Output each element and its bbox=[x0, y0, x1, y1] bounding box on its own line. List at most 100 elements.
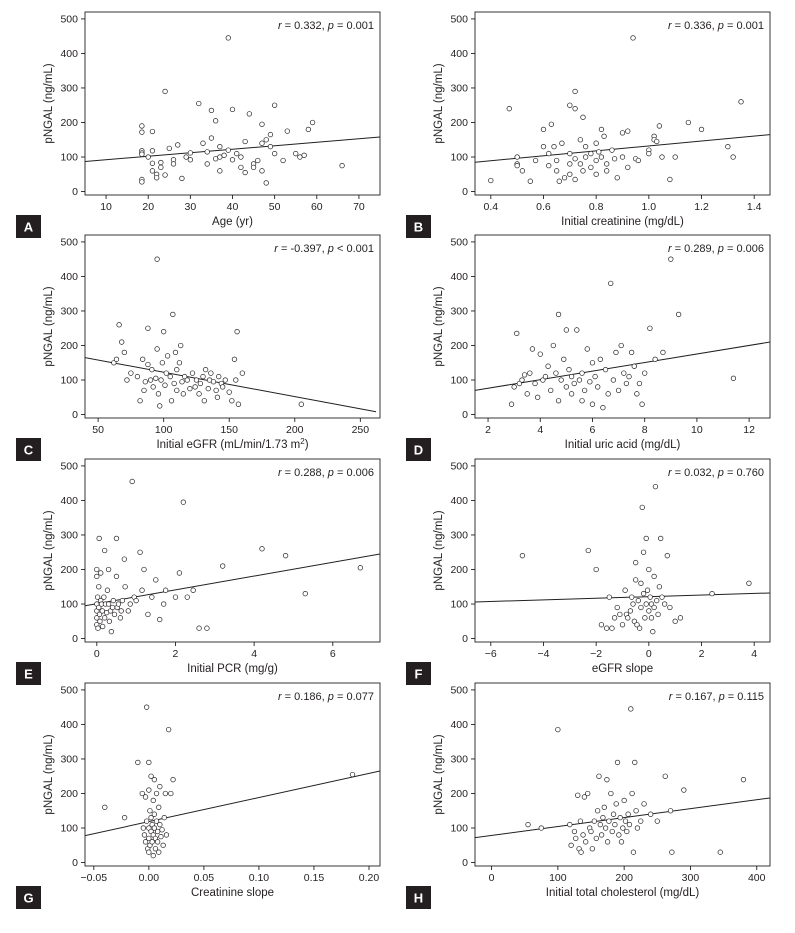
data-point-g-40 bbox=[159, 827, 165, 833]
data-point-d-34 bbox=[587, 379, 593, 385]
data-point-e-24 bbox=[105, 601, 112, 607]
data-point-g-35 bbox=[156, 804, 162, 810]
data-point-f-18 bbox=[633, 577, 639, 583]
data-point-d-51 bbox=[628, 349, 635, 356]
data-point-d-58 bbox=[652, 356, 658, 362]
stats-annotation-a: r = 0.332, p = 0.001 bbox=[278, 20, 374, 32]
data-point-d-2 bbox=[514, 330, 520, 337]
data-point-d-16 bbox=[550, 342, 556, 349]
panel-label-d: D bbox=[414, 443, 423, 458]
data-point-e-1 bbox=[94, 573, 100, 580]
plot-frame-e bbox=[84, 458, 381, 643]
x-tick-label-f-0: −6 bbox=[485, 648, 497, 660]
data-point-f-30 bbox=[643, 601, 649, 607]
data-point-b-44 bbox=[609, 147, 615, 153]
data-point-e-4 bbox=[94, 615, 100, 621]
panel-a: 0 100 200 300 400 500 10 20 30 40 50 60 70 Age (yr) pN… bbox=[16, 11, 381, 238]
x-tick-label-g-2: 0.05 bbox=[194, 872, 215, 884]
data-point-h-32 bbox=[610, 811, 617, 817]
plot-frame-d bbox=[474, 234, 771, 419]
data-point-b-16 bbox=[556, 178, 562, 184]
panel-label-box-d bbox=[406, 438, 431, 461]
data-point-d-45 bbox=[613, 349, 619, 356]
data-point-c-48 bbox=[201, 398, 207, 404]
data-point-h-35 bbox=[614, 759, 621, 766]
data-point-b-0 bbox=[488, 177, 494, 184]
data-point-d-18 bbox=[555, 311, 562, 318]
data-point-e-46 bbox=[137, 549, 143, 555]
panel-b: 0 100 200 300 400 500 0.4 0.6 0.8 1.0 1.2 1.4 Initia… bbox=[406, 11, 771, 238]
stats-annotation-e: r = 0.288, p = 0.006 bbox=[278, 467, 374, 479]
panel-label-box-c bbox=[16, 438, 41, 461]
data-point-f-6 bbox=[609, 625, 615, 631]
data-point-c-50 bbox=[205, 386, 211, 392]
data-point-a-52 bbox=[259, 140, 265, 146]
data-point-c-6 bbox=[128, 370, 134, 376]
x-tick-label-b-1: 0.6 bbox=[536, 201, 551, 213]
y-tick-label-a-1: 100 bbox=[60, 152, 78, 164]
data-point-d-57 bbox=[647, 325, 653, 331]
x-tick-label-g-3: 0.10 bbox=[249, 872, 270, 884]
x-tick-label-c-3: 200 bbox=[286, 424, 304, 436]
data-point-e-41 bbox=[125, 608, 131, 614]
data-point-h-52 bbox=[641, 801, 647, 807]
data-point-d-39 bbox=[597, 356, 603, 362]
data-point-h-60 bbox=[740, 777, 747, 783]
data-point-d-46 bbox=[615, 387, 622, 394]
data-point-f-34 bbox=[647, 594, 653, 600]
data-point-h-38 bbox=[618, 839, 625, 845]
data-point-g-48 bbox=[349, 771, 356, 778]
data-point-e-40 bbox=[122, 584, 128, 590]
y-tick-label-g-4: 400 bbox=[60, 719, 78, 731]
data-point-d-49 bbox=[623, 380, 630, 387]
x-tick-label-f-1: −4 bbox=[537, 648, 549, 660]
regression-line-c bbox=[85, 357, 377, 413]
data-point-g-1 bbox=[121, 815, 128, 821]
data-point-g-31 bbox=[153, 790, 160, 797]
x-tick-label-g-0: −0.05 bbox=[81, 872, 108, 884]
data-layer-e bbox=[85, 478, 380, 635]
data-point-d-60 bbox=[668, 256, 674, 262]
x-tick-label-d-3: 8 bbox=[642, 424, 648, 436]
data-point-a-66 bbox=[309, 119, 316, 126]
x-tick-label-f-4: 2 bbox=[699, 648, 705, 660]
data-point-b-27 bbox=[577, 137, 584, 143]
data-point-c-34 bbox=[174, 387, 180, 394]
data-point-f-26 bbox=[640, 591, 647, 597]
data-point-a-47 bbox=[246, 111, 253, 117]
data-point-h-37 bbox=[617, 815, 623, 821]
data-point-b-19 bbox=[567, 102, 573, 108]
data-point-d-41 bbox=[602, 367, 609, 373]
data-point-h-22 bbox=[597, 821, 603, 828]
data-point-b-7 bbox=[532, 157, 539, 164]
data-point-d-11 bbox=[537, 351, 543, 357]
x-tick-label-g-1: 0.00 bbox=[139, 872, 160, 884]
panel-label-b: B bbox=[414, 220, 423, 235]
x-tick-label-h-0: 0 bbox=[489, 872, 495, 884]
data-point-c-23 bbox=[159, 360, 166, 366]
data-point-b-20 bbox=[567, 150, 573, 157]
data-point-d-12 bbox=[540, 377, 546, 383]
data-point-c-20 bbox=[155, 391, 162, 397]
data-point-h-11 bbox=[580, 832, 586, 838]
data-point-g-0 bbox=[102, 804, 108, 810]
data-point-g-37 bbox=[157, 821, 163, 828]
data-point-d-43 bbox=[608, 280, 614, 286]
data-point-c-27 bbox=[164, 353, 171, 359]
y-tick-label-g-0: 0 bbox=[72, 857, 78, 869]
data-point-c-35 bbox=[176, 360, 183, 366]
data-point-h-51 bbox=[638, 818, 644, 824]
data-point-c-49 bbox=[202, 367, 209, 373]
data-point-g-16 bbox=[147, 808, 153, 814]
data-point-e-59 bbox=[190, 587, 196, 593]
data-point-b-24 bbox=[572, 106, 578, 112]
y-tick-label-a-5: 500 bbox=[60, 13, 78, 25]
data-point-a-41 bbox=[229, 157, 236, 163]
data-point-d-40 bbox=[600, 404, 606, 411]
data-point-b-22 bbox=[567, 171, 573, 177]
data-point-c-54 bbox=[213, 387, 219, 394]
x-tick-label-h-4: 400 bbox=[748, 872, 766, 884]
data-point-e-23 bbox=[104, 587, 111, 593]
data-point-f-2 bbox=[593, 566, 599, 573]
data-point-c-37 bbox=[179, 379, 185, 385]
